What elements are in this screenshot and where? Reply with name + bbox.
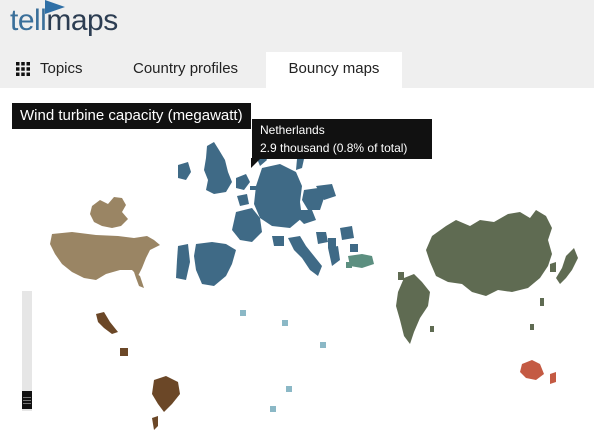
- country-netherlands[interactable]: [236, 174, 250, 190]
- country-balkans[interactable]: [328, 238, 336, 248]
- country-mexico[interactable]: [96, 312, 118, 334]
- tooltip-value: 2.9 thousand (0.8% of total): [260, 141, 408, 155]
- island-5[interactable]: [270, 406, 276, 412]
- country-greece[interactable]: [328, 246, 340, 266]
- country-turkey[interactable]: [348, 254, 374, 268]
- country-poland[interactable]: [302, 188, 324, 210]
- tooltip-pointer: [251, 158, 261, 168]
- country-china[interactable]: [426, 210, 552, 296]
- country-finland[interactable]: [316, 184, 336, 200]
- country-australia[interactable]: [520, 360, 544, 380]
- zoom-slider[interactable]: [22, 291, 32, 411]
- tab-bar: Topics Country profiles Bouncy maps: [0, 52, 594, 88]
- country-croatia[interactable]: [316, 232, 328, 244]
- tellmaps-logo[interactable]: tellmaps: [10, 4, 118, 38]
- country-philippines[interactable]: [540, 298, 544, 306]
- country-vietnam[interactable]: [530, 324, 534, 330]
- map-title: Wind turbine capacity (megawatt): [12, 103, 251, 129]
- country-tooltip: Netherlands 2.9 thousand (0.8% of total): [252, 119, 432, 159]
- tab-bouncy-maps[interactable]: Bouncy maps: [266, 52, 402, 88]
- country-france[interactable]: [232, 208, 262, 242]
- island-2[interactable]: [282, 320, 288, 326]
- country-central-america[interactable]: [120, 348, 128, 356]
- country-brazil[interactable]: [152, 376, 180, 412]
- country-new-zealand[interactable]: [550, 372, 556, 384]
- slider-handle[interactable]: [22, 391, 32, 409]
- country-canada[interactable]: [90, 197, 128, 228]
- country-romania[interactable]: [340, 226, 354, 240]
- country-usa[interactable]: [50, 232, 160, 280]
- country-cyprus[interactable]: [346, 262, 352, 268]
- country-sri-lanka[interactable]: [430, 326, 434, 332]
- country-germany[interactable]: [254, 164, 302, 228]
- logo-text-maps: maps: [46, 4, 118, 37]
- tab-country-profiles[interactable]: Country profiles: [133, 60, 239, 77]
- country-belgium[interactable]: [237, 194, 249, 206]
- country-austria[interactable]: [298, 210, 316, 224]
- island-4[interactable]: [286, 386, 292, 392]
- country-india[interactable]: [396, 274, 430, 344]
- country-lithuania[interactable]: [262, 184, 266, 190]
- island-1[interactable]: [240, 310, 246, 316]
- country-chile-argentina[interactable]: [152, 416, 158, 430]
- country-spain[interactable]: [194, 242, 236, 286]
- grid-icon[interactable]: [16, 62, 30, 76]
- country-pakistan[interactable]: [398, 272, 404, 280]
- country-norway[interactable]: [250, 186, 256, 190]
- country-south-korea[interactable]: [550, 262, 556, 272]
- country-ireland[interactable]: [178, 162, 191, 180]
- island-3[interactable]: [320, 342, 326, 348]
- tab-topics[interactable]: Topics: [40, 60, 83, 77]
- flag-icon: [45, 0, 65, 14]
- country-japan[interactable]: [556, 248, 578, 284]
- tooltip-country: Netherlands: [260, 123, 325, 137]
- bouncy-world-map[interactable]: [0, 88, 594, 435]
- country-switzerland[interactable]: [272, 236, 284, 246]
- country-italy[interactable]: [288, 236, 322, 276]
- country-united-kingdom[interactable]: [204, 142, 232, 194]
- country-portugal[interactable]: [176, 244, 190, 280]
- country-usa-florida[interactable]: [134, 272, 144, 288]
- logo-text-tell: tell: [10, 4, 47, 37]
- country-bulgaria[interactable]: [350, 244, 358, 252]
